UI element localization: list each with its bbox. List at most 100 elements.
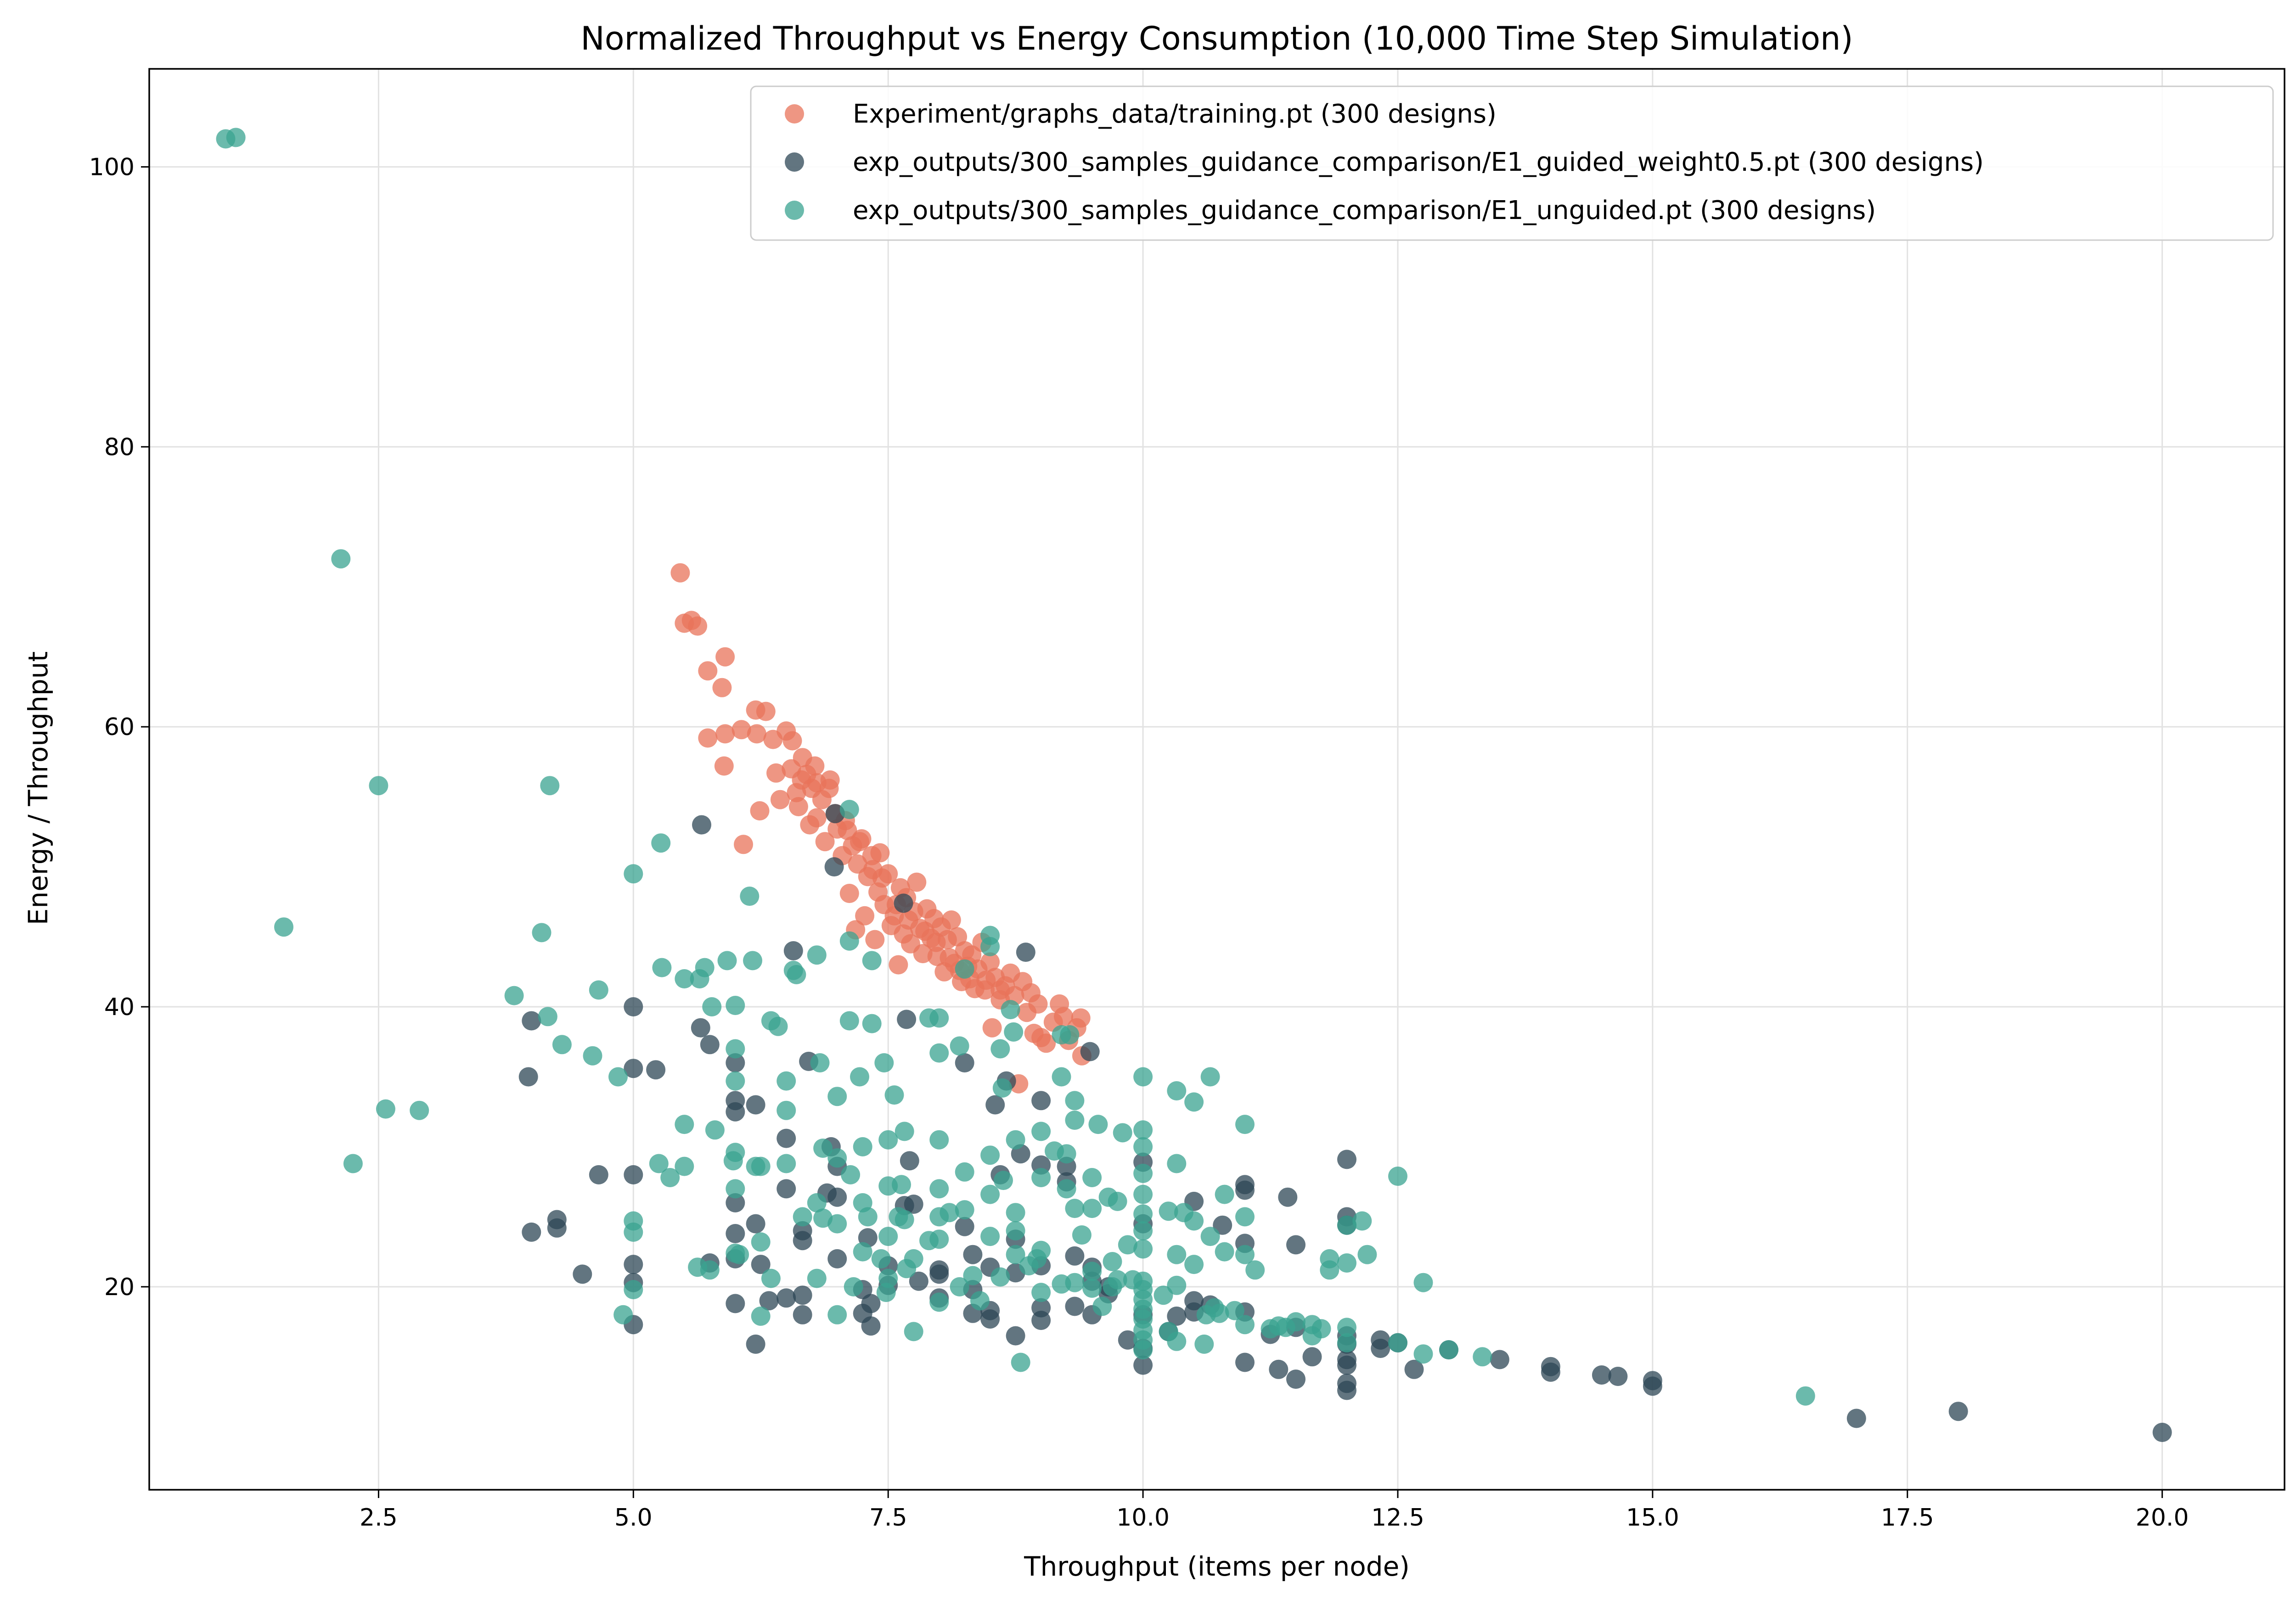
data-point <box>929 1264 949 1284</box>
data-point <box>980 1309 1000 1329</box>
data-point <box>807 1268 827 1288</box>
data-point <box>746 1214 765 1234</box>
data-point <box>1031 1091 1051 1111</box>
data-point <box>1065 1296 1085 1316</box>
data-point <box>624 1255 643 1274</box>
data-point <box>1133 1340 1153 1360</box>
data-point <box>862 951 882 971</box>
data-point <box>990 1039 1010 1059</box>
data-point <box>827 1148 847 1168</box>
x-tick-label: 15.0 <box>1626 1504 1679 1532</box>
axis-ticks: 2.5 5.0 7.5 10.0 12.5 15.0 17.5 20.0 20 40 60 80 100 <box>89 153 2189 1532</box>
data-point <box>624 1280 643 1299</box>
data-point <box>872 868 892 888</box>
y-tick-label: 40 <box>104 993 135 1021</box>
data-point <box>970 1291 990 1311</box>
data-point <box>1413 1344 1433 1364</box>
data-point <box>1088 1115 1108 1134</box>
data-point <box>1235 1115 1255 1134</box>
data-point <box>726 1224 745 1243</box>
data-point <box>518 1067 538 1087</box>
data-point <box>777 1154 796 1173</box>
data-point <box>985 1095 1005 1115</box>
data-point <box>813 1139 833 1158</box>
data-point <box>955 959 974 979</box>
data-point <box>1388 1167 1407 1186</box>
x-axis-label: Throughput (items per node) <box>1024 1551 1410 1582</box>
data-point <box>522 1222 541 1242</box>
data-point <box>824 857 844 877</box>
data-point <box>1006 1326 1025 1346</box>
data-point <box>892 1175 911 1195</box>
data-point <box>1133 1163 1153 1183</box>
plot-frame <box>148 68 2285 1491</box>
data-point <box>940 1203 959 1223</box>
data-point <box>1286 1369 1306 1389</box>
data-point <box>715 724 735 744</box>
data-point <box>675 1115 694 1134</box>
data-point <box>897 1259 917 1279</box>
data-point <box>950 1036 969 1056</box>
data-point <box>1278 1187 1298 1207</box>
data-point <box>862 1014 882 1033</box>
data-point <box>1092 1296 1112 1316</box>
data-point <box>1235 1245 1255 1264</box>
data-point <box>926 932 946 952</box>
grid <box>149 69 2285 1490</box>
data-point <box>1337 1215 1356 1235</box>
data-point <box>1045 1141 1064 1161</box>
data-point <box>1337 1318 1356 1337</box>
data-point <box>1276 1318 1295 1337</box>
data-point <box>839 884 859 903</box>
data-point <box>1006 1130 1025 1150</box>
data-point <box>884 1085 904 1105</box>
data-point <box>876 1283 896 1302</box>
data-point <box>941 910 961 930</box>
data-point <box>532 923 551 943</box>
data-point <box>838 820 857 840</box>
data-point <box>929 1179 949 1199</box>
data-point <box>871 1249 891 1268</box>
data-point <box>761 1268 781 1288</box>
data-point <box>1235 1352 1255 1372</box>
data-point <box>855 906 875 926</box>
data-point <box>1643 1376 1662 1396</box>
data-point <box>975 980 995 1000</box>
data-point <box>675 1156 694 1176</box>
data-point <box>1072 1225 1092 1245</box>
data-point <box>1592 1365 1611 1385</box>
x-tick-label: 10.0 <box>1116 1504 1170 1532</box>
data-point <box>904 1195 923 1214</box>
data-point <box>878 1130 898 1150</box>
data-point <box>751 1232 771 1252</box>
data-point <box>827 1087 847 1106</box>
data-point <box>410 1100 429 1120</box>
data-point <box>870 843 890 863</box>
data-point <box>343 1154 363 1173</box>
data-point <box>929 1130 949 1150</box>
data-point <box>1080 1042 1100 1061</box>
data-point <box>839 931 859 951</box>
data-point <box>1215 1242 1234 1262</box>
data-point <box>1795 1386 1815 1406</box>
data-point <box>589 1165 608 1184</box>
data-point <box>1133 1184 1153 1204</box>
legend-box <box>750 85 2274 241</box>
data-point <box>732 720 751 740</box>
data-point <box>1200 1067 1220 1087</box>
data-point <box>692 815 711 835</box>
data-point <box>712 678 732 697</box>
data-point <box>652 958 672 977</box>
data-point <box>1071 1008 1091 1028</box>
data-point <box>1103 1277 1122 1296</box>
data-point <box>1082 1168 1102 1187</box>
x-tick-label: 20.0 <box>2136 1504 2189 1532</box>
data-point <box>955 1217 974 1236</box>
data-point <box>226 128 246 147</box>
data-point <box>698 661 718 681</box>
data-point <box>909 1271 929 1291</box>
data-point <box>1060 1025 1080 1044</box>
data-point <box>1027 1249 1047 1268</box>
data-point <box>793 1305 812 1324</box>
